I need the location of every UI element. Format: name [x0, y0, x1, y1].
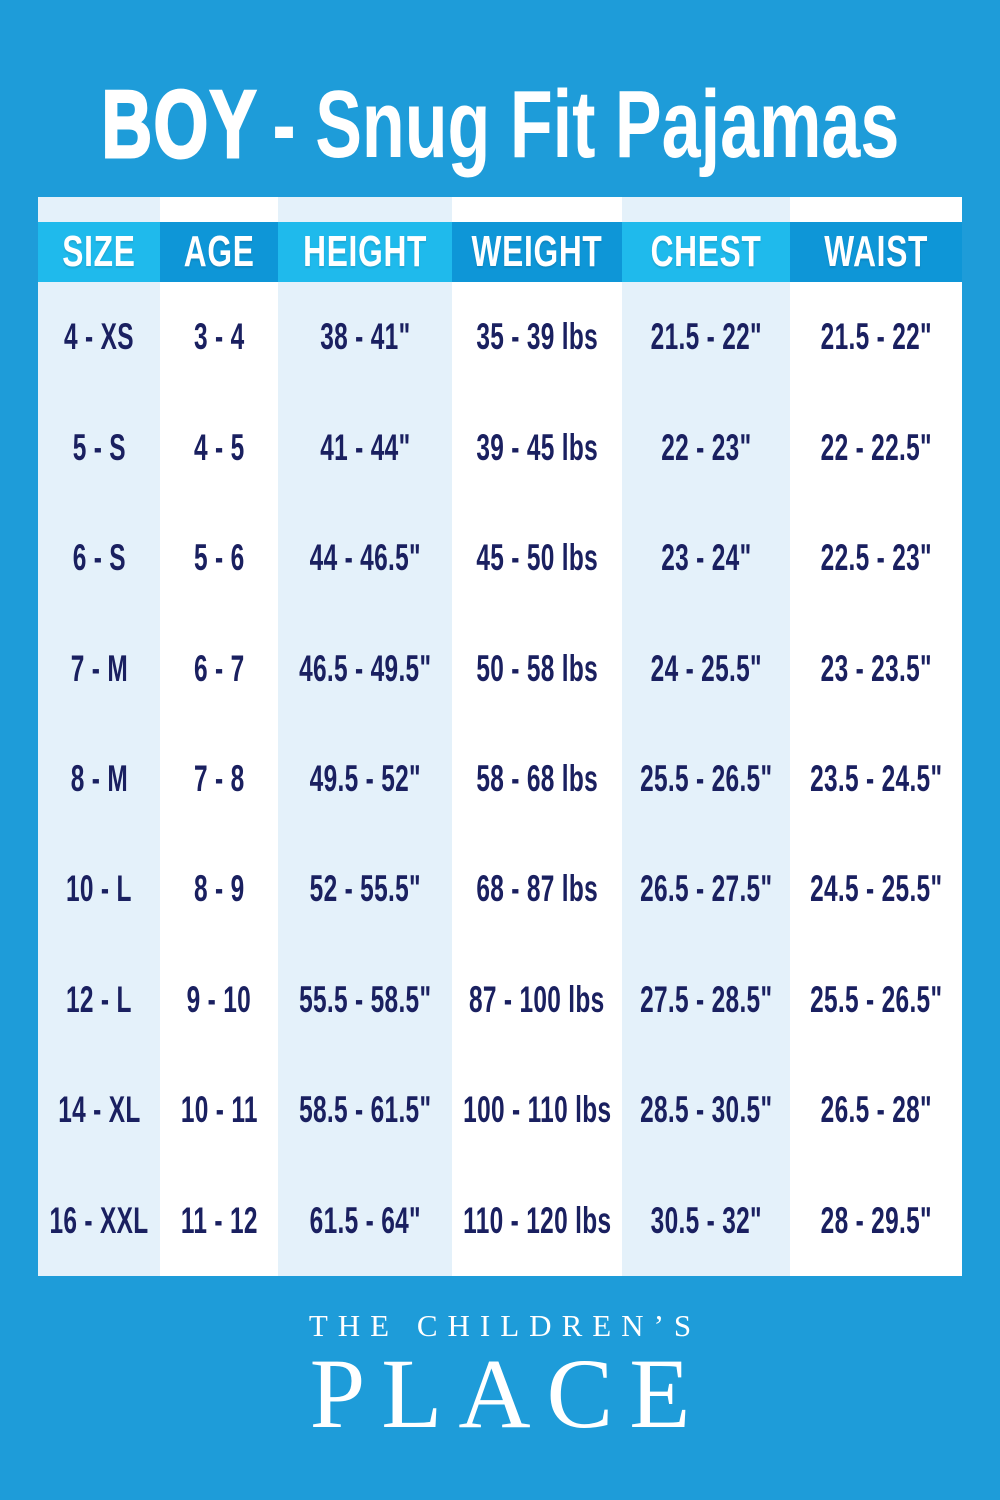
weight-cell: 58 - 68 lbs — [452, 723, 622, 835]
height-cell: 52 - 55.5" — [278, 834, 452, 945]
age-cell: 9 - 10 — [160, 944, 278, 1056]
height-cell: 46.5 - 49.5" — [278, 613, 452, 724]
column-header-height-label: HEIGHT — [302, 227, 427, 276]
size-cell: 16 - XXL — [38, 1165, 160, 1276]
column-header-waist: WAIST — [790, 222, 962, 282]
column-header-waist-label: WAIST — [824, 227, 928, 276]
waist-cell: 22 - 22.5" — [790, 392, 962, 503]
table-top-strip — [622, 197, 790, 222]
height-cell: 61.5 - 64" — [278, 1165, 452, 1276]
page-title: BOY - Snug Fit Pajamas — [0, 55, 1000, 195]
column-header-weight-label: WEIGHT — [471, 227, 603, 276]
chest-cell: 26.5 - 27.5" — [622, 834, 790, 945]
waist-cell: 21.5 - 22" — [790, 282, 962, 393]
waist-cell: 23.5 - 24.5" — [790, 723, 962, 835]
age-cell: 8 - 9 — [160, 834, 278, 945]
chest-cell: 25.5 - 26.5" — [622, 723, 790, 835]
waist-cell: 28 - 29.5" — [790, 1165, 962, 1276]
brand-logo-line1: THE CHILDREN’S — [308, 1308, 702, 1343]
size-cell: 12 - L — [38, 944, 160, 1056]
size-cell: 6 - S — [38, 502, 160, 614]
size-cell: 8 - M — [38, 723, 160, 835]
waist-cell: 24.5 - 25.5" — [790, 834, 962, 945]
size-cell: 4 - XS — [38, 282, 160, 393]
chest-cell: 21.5 - 22" — [622, 282, 790, 393]
weight-cell: 110 - 120 lbs — [452, 1165, 622, 1276]
weight-cell: 87 - 100 lbs — [452, 944, 622, 1056]
waist-cell: 23 - 23.5" — [790, 613, 962, 724]
age-cell: 11 - 12 — [160, 1165, 278, 1276]
weight-cell: 35 - 39 lbs — [452, 282, 622, 393]
height-cell: 41 - 44" — [278, 392, 452, 503]
column-header-age-label: AGE — [183, 227, 255, 276]
age-cell: 4 - 5 — [160, 392, 278, 503]
column-header-weight: WEIGHT — [452, 222, 622, 282]
waist-cell: 22.5 - 23" — [790, 502, 962, 614]
page-title-text: BOY - Snug Fit Pajamas — [100, 71, 899, 178]
size-cell: 5 - S — [38, 392, 160, 503]
height-cell: 38 - 41" — [278, 282, 452, 393]
column-header-age: AGE — [160, 222, 278, 282]
height-cell: 44 - 46.5" — [278, 502, 452, 614]
chest-cell: 30.5 - 32" — [622, 1165, 790, 1276]
age-cell: 5 - 6 — [160, 502, 278, 614]
weight-cell: 100 - 110 lbs — [452, 1055, 622, 1166]
column-header-size-label: SIZE — [62, 227, 136, 276]
weight-cell: 68 - 87 lbs — [452, 834, 622, 945]
brand-logo-line2: PLACE — [309, 1338, 707, 1449]
waist-cell: 25.5 - 26.5" — [790, 944, 962, 1056]
table-top-strip — [160, 197, 278, 222]
chest-cell: 27.5 - 28.5" — [622, 944, 790, 1056]
waist-cell: 26.5 - 28" — [790, 1055, 962, 1166]
table-top-strip — [278, 197, 452, 222]
weight-cell: 45 - 50 lbs — [452, 502, 622, 614]
column-header-size: SIZE — [38, 222, 160, 282]
age-cell: 10 - 11 — [160, 1055, 278, 1166]
age-cell: 7 - 8 — [160, 723, 278, 835]
size-cell: 14 - XL — [38, 1055, 160, 1166]
column-header-height: HEIGHT — [278, 222, 452, 282]
table-top-strip — [38, 197, 160, 222]
chest-cell: 23 - 24" — [622, 502, 790, 614]
title-gender-label: BOY — [100, 71, 258, 178]
title-product-label: - Snug Fit Pajamas — [271, 71, 899, 178]
table-top-strip — [790, 197, 962, 222]
height-cell: 49.5 - 52" — [278, 723, 452, 835]
weight-cell: 39 - 45 lbs — [452, 392, 622, 503]
height-cell: 55.5 - 58.5" — [278, 944, 452, 1056]
age-cell: 3 - 4 — [160, 282, 278, 393]
height-cell: 58.5 - 61.5" — [278, 1055, 452, 1166]
size-cell: 7 - M — [38, 613, 160, 724]
chest-cell: 28.5 - 30.5" — [622, 1055, 790, 1166]
chest-cell: 22 - 23" — [622, 392, 790, 503]
table-top-strip — [452, 197, 622, 222]
column-header-chest-label: CHEST — [650, 227, 762, 276]
column-header-chest: CHEST — [622, 222, 790, 282]
age-cell: 6 - 7 — [160, 613, 278, 724]
size-cell: 10 - L — [38, 834, 160, 945]
size-chart-table: SIZE AGE HEIGHT WEIGHT CHEST WAIST 4 - X… — [38, 197, 962, 1276]
chest-cell: 24 - 25.5" — [622, 613, 790, 724]
weight-cell: 50 - 58 lbs — [452, 613, 622, 724]
brand-logo: THE CHILDREN’S PLACE — [0, 1308, 1000, 1449]
